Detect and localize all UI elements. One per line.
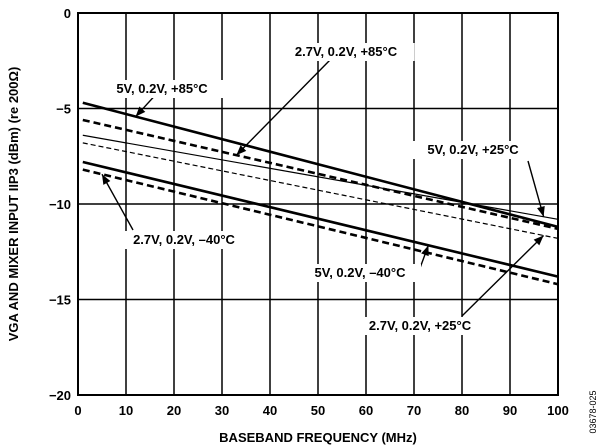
annotation-arrowhead bbox=[421, 245, 429, 257]
x-tick-label: 80 bbox=[455, 403, 469, 418]
y-tick-label: −10 bbox=[49, 197, 71, 212]
x-tick-label: 90 bbox=[503, 403, 517, 418]
annotation-label-bg bbox=[277, 43, 415, 61]
annotation-arrow-line bbox=[235, 59, 331, 156]
y-tick-label: 0 bbox=[64, 6, 71, 21]
annotations: 2.7V, 0.2V, +85°C 5V, 0.2V, +85°C 5V, 0.2V… bbox=[101, 43, 545, 335]
x-tick-label: 40 bbox=[263, 403, 277, 418]
y-tick-label: −15 bbox=[49, 293, 71, 308]
annotation-arrowhead bbox=[537, 206, 545, 217]
x-tick-label: 50 bbox=[311, 403, 325, 418]
plot-frame bbox=[77, 12, 559, 396]
series-line-5 bbox=[82, 160, 559, 278]
annotation-arrowhead bbox=[236, 145, 247, 156]
annotation-label-bg bbox=[101, 80, 223, 98]
series-line-4 bbox=[82, 142, 559, 239]
annotation-arrow-line bbox=[461, 234, 545, 317]
series-line-6 bbox=[82, 168, 559, 286]
y-axis-title: VGA AND MIXER INPUT IIP3 (dBm) (re 200Ω) bbox=[6, 67, 21, 342]
x-axis-title: BASEBAND FREQUENCY (MHz) bbox=[219, 430, 417, 445]
x-tick-label: 0 bbox=[74, 403, 81, 418]
x-tick-label: 10 bbox=[119, 403, 133, 418]
tick-labels: 0 10 20 30 40 50 60 70 80 90 100 0 −5 −10 −15 −20 bbox=[49, 6, 569, 418]
annotation-arrow-line bbox=[101, 173, 134, 231]
annotation-label: 2.7V, 0.2V, +25°C bbox=[369, 318, 472, 333]
annotation-label-bg bbox=[412, 141, 534, 159]
y-tick-label: −5 bbox=[56, 102, 71, 117]
series-line-1 bbox=[82, 101, 559, 229]
annotation-label-bg bbox=[115, 231, 253, 249]
x-tick-label: 60 bbox=[359, 403, 373, 418]
x-tick-label: 100 bbox=[547, 403, 569, 418]
annotation-label: 5V, 0.2V, +85°C bbox=[116, 81, 208, 96]
annotation-label: 2.7V, 0.2V, –40°C bbox=[133, 232, 235, 247]
x-tick-label: 20 bbox=[167, 403, 181, 418]
annotation-label-bg bbox=[351, 317, 489, 335]
figure-id: 03678-025 bbox=[588, 390, 598, 433]
annotation-label: 5V, 0.2V, +25°C bbox=[427, 142, 519, 157]
x-tick-label: 30 bbox=[215, 403, 229, 418]
series-lines bbox=[82, 101, 559, 286]
annotation-arrowhead bbox=[135, 106, 146, 117]
annotation-arrowhead bbox=[533, 235, 544, 246]
series-line-3 bbox=[82, 134, 559, 220]
annotation-arrowhead bbox=[102, 174, 111, 185]
y-tick-label: −20 bbox=[49, 388, 71, 403]
x-tick-label: 70 bbox=[407, 403, 421, 418]
annotation-label: 2.7V, 0.2V, +85°C bbox=[295, 44, 398, 59]
annotation-label-bg bbox=[299, 264, 421, 282]
annotation-label: 5V, 0.2V, –40°C bbox=[315, 265, 407, 280]
series-line-2 bbox=[82, 118, 559, 231]
